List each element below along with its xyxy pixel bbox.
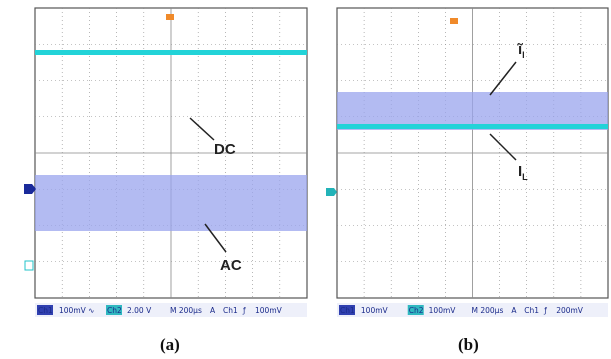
- status-text: 200mV: [556, 306, 584, 315]
- dc-trace: [337, 124, 608, 129]
- status-text: ƒ: [242, 306, 246, 315]
- status-text: Ch2: [107, 306, 122, 315]
- status-text: Ch1: [524, 306, 539, 315]
- ch1-marker: [24, 184, 36, 194]
- status-text: A: [210, 306, 216, 315]
- status-text: 100mV: [361, 306, 389, 315]
- status-text: 100mV: [255, 306, 283, 315]
- dc-trace: [35, 50, 307, 55]
- status-text: Ch2: [409, 306, 424, 315]
- figure: DC AC (a) Ch1 100mV ∿ Ch2 2.00 V M 200µs A Ch1…: [0, 0, 611, 359]
- status-text: Ch1: [38, 306, 53, 315]
- label: AC: [220, 257, 242, 274]
- caption: (b): [458, 335, 479, 354]
- scope-panel-a: DC AC (a) Ch1 100mV ∿ Ch2 2.00 V M 200µs A Ch1…: [24, 8, 307, 354]
- ac-band: [35, 175, 307, 231]
- status-text: M 200µs: [472, 306, 504, 315]
- ch2-marker: [25, 261, 33, 270]
- status-text: Ch1: [223, 306, 238, 315]
- trigger-marker: [166, 14, 174, 20]
- trigger-marker: [450, 18, 458, 24]
- status-text: Ch1: [340, 306, 355, 315]
- status-text: 2.00 V: [127, 306, 152, 315]
- status-text: 100mV ∿: [59, 306, 94, 315]
- label: DC: [214, 141, 236, 158]
- status-text: ƒ: [543, 306, 547, 315]
- status-text: 100mV: [429, 306, 457, 315]
- status-text: M 200µs: [170, 306, 202, 315]
- status-text: A: [511, 306, 517, 315]
- caption: (a): [160, 335, 180, 354]
- ch-marker: [326, 188, 337, 196]
